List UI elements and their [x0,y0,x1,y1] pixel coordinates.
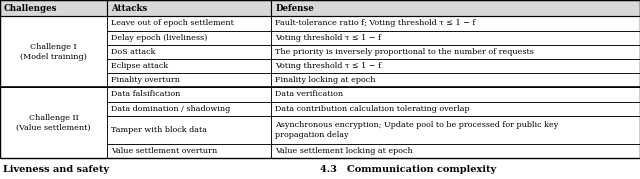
Bar [0,0,107,16]
Text: Voting threshold τ ≤ 1 − f: Voting threshold τ ≤ 1 − f [275,62,381,70]
Text: 4.3   Communication complexity: 4.3 Communication complexity [320,165,496,174]
Text: Defense: Defense [275,4,314,13]
Text: Finality overturn: Finality overturn [111,76,180,84]
Text: Value settlement locking at epoch: Value settlement locking at epoch [275,147,413,155]
Bar [0,0,640,158]
Bar [0,16,107,87]
Text: Asynchronous encryption; Update pool to be processed for public key
propagation : Asynchronous encryption; Update pool to … [275,121,559,139]
Text: The priority is inversely proportional to the number of requests: The priority is inversely proportional t… [275,48,534,56]
Text: Leave out of epoch settlement: Leave out of epoch settlement [111,20,234,27]
Bar [107,16,271,31]
Bar [0,87,107,158]
Bar [271,0,640,16]
Bar [271,116,640,144]
Bar [107,73,271,87]
Bar [271,0,640,16]
Text: Delay epoch (liveliness): Delay epoch (liveliness) [111,34,207,42]
Bar [107,0,271,16]
Bar [107,59,271,73]
Text: Value settlement overturn: Value settlement overturn [111,147,217,155]
Bar [271,31,640,45]
Bar [107,144,271,158]
Text: Challenge I
(Model training): Challenge I (Model training) [20,43,87,61]
Text: Data contribution calculation tolerating overlap: Data contribution calculation tolerating… [275,105,470,113]
Bar [107,0,271,16]
Text: Voting threshold τ ≤ 1 − f: Voting threshold τ ≤ 1 − f [275,34,381,42]
Bar [271,59,640,73]
Text: Challenge II
(Value settlement): Challenge II (Value settlement) [16,114,91,132]
Text: Tamper with block data: Tamper with block data [111,126,207,134]
Bar [271,73,640,87]
Bar [271,102,640,116]
Text: Data domination / shadowing: Data domination / shadowing [111,105,230,113]
Text: Liveness and safety: Liveness and safety [3,165,109,174]
Text: Eclipse attack: Eclipse attack [111,62,168,70]
Bar [271,144,640,158]
Text: Fault-tolerance ratio f; Voting threshold τ ≤ 1 − f: Fault-tolerance ratio f; Voting threshol… [275,20,476,27]
Text: Challenges: Challenges [4,4,58,13]
Bar [0,0,107,16]
Bar [107,45,271,59]
Bar [271,16,640,31]
Text: Data falsification: Data falsification [111,90,180,98]
Bar [271,87,640,102]
Bar [107,102,271,116]
Text: Attacks: Attacks [111,4,147,13]
Text: Finality locking at epoch: Finality locking at epoch [275,76,376,84]
Bar [271,45,640,59]
Bar [107,87,271,102]
Text: DoS attack: DoS attack [111,48,156,56]
Bar [107,116,271,144]
Text: Data verification: Data verification [275,90,343,98]
Bar [107,31,271,45]
